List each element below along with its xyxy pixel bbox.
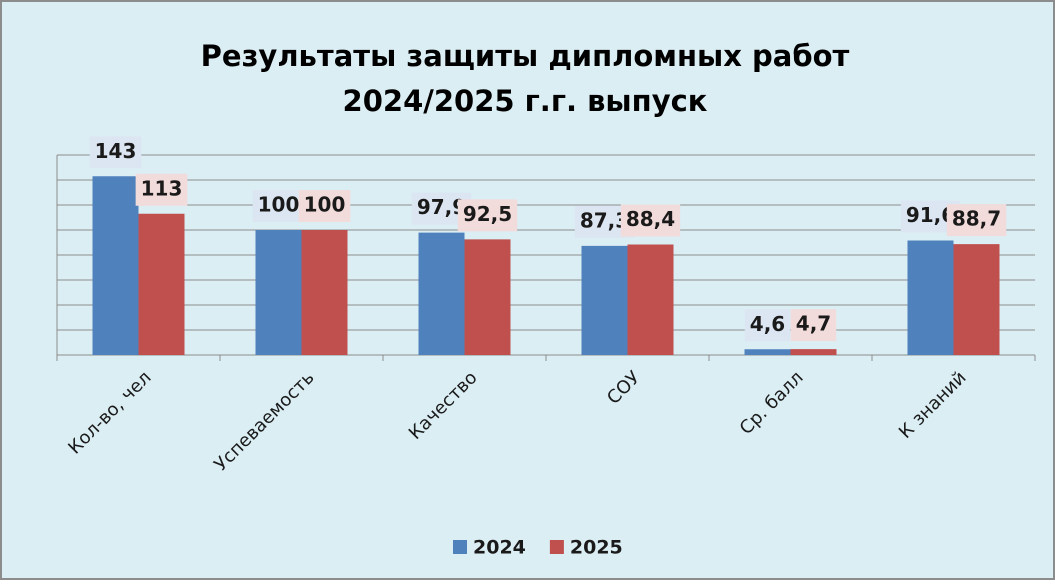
data-label: 88,7 (952, 207, 1001, 231)
label-background (89, 136, 142, 169)
label-background (298, 190, 351, 222)
chart-subtitle: 2024/2025 г.г. выпуск (343, 84, 708, 118)
legend-label: 2025 (570, 537, 623, 559)
bar (953, 244, 1000, 355)
data-label: 88,4 (626, 207, 675, 231)
bar (744, 349, 791, 355)
bar (255, 230, 302, 355)
label-background (946, 204, 1007, 237)
bar (790, 349, 837, 355)
label-background (252, 190, 305, 222)
label-background (744, 309, 791, 342)
bar (907, 240, 954, 355)
bar (92, 176, 139, 355)
legend-swatch (549, 540, 564, 554)
data-label: 100 (304, 193, 346, 217)
bar (464, 239, 511, 355)
data-label: 113 (141, 176, 183, 200)
data-label: 143 (95, 139, 137, 163)
bar (418, 232, 465, 355)
data-label: 100 (258, 193, 300, 217)
data-label: 4,7 (796, 312, 831, 336)
bar (627, 244, 674, 355)
data-label: 92,5 (463, 202, 512, 226)
chart-title: Результаты защиты дипломных работ (201, 39, 850, 73)
bar (581, 245, 628, 355)
bar (301, 230, 348, 355)
label-background (135, 173, 188, 206)
label-background (790, 309, 837, 342)
label-background (457, 199, 518, 232)
legend-label: 2024 (473, 537, 526, 559)
legend-swatch (453, 540, 467, 554)
bar (138, 213, 185, 355)
data-label: 4,6 (750, 312, 785, 336)
label-background (620, 204, 681, 237)
